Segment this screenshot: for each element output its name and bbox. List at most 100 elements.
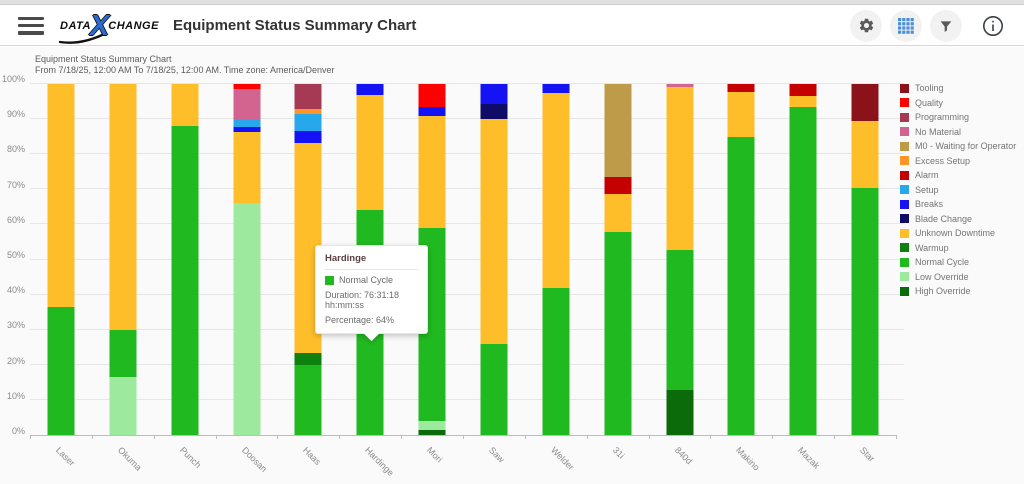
x-tick-label-okuma: Okuma (115, 445, 144, 473)
x-axis-tick (401, 435, 403, 439)
table-view-icon[interactable] (890, 9, 922, 42)
bar-segment-31i-unknown-downtime[interactable] (604, 193, 632, 233)
bar-segment-makino-alarm[interactable] (727, 84, 755, 93)
bar-segment-haas-setup[interactable] (294, 114, 322, 132)
bar-segment-doosan-quality[interactable] (233, 84, 260, 89)
bar-segment-okuma-normal-cycle[interactable] (109, 329, 137, 378)
bar-segment-makino-normal-cycle[interactable] (727, 136, 755, 435)
bar-segment-okuma-unknown-downtime[interactable] (109, 84, 137, 330)
bar-segment-welder-normal-cycle[interactable] (542, 287, 570, 435)
bar-segment-mori-high-override[interactable] (418, 430, 446, 435)
bar-segment-doosan-low-override[interactable] (233, 203, 260, 435)
legend-item-m0-waiting-for-operator[interactable]: M0 - Waiting for Operator (900, 139, 1022, 154)
legend-item-programming[interactable]: Programming (900, 110, 1022, 125)
chart-legend: Tooling Quality Programming No Material M0 -… (900, 81, 1022, 299)
legend-item-setup[interactable]: Setup (900, 183, 1022, 198)
info-icon[interactable] (980, 13, 1006, 39)
bar-segment-mori-quality[interactable] (418, 84, 446, 107)
bar-segment-saw-normal-cycle[interactable] (480, 343, 508, 435)
chart-subtitle: Equipment Status Summary Chart From 7/18… (35, 54, 335, 77)
bar-segment-840d-normal-cycle[interactable] (666, 250, 694, 391)
x-tick-label-mazak: Mazak (796, 445, 822, 471)
gridline (30, 328, 904, 330)
bar-slot-doosan (216, 84, 278, 435)
bar-segment-mori-breaks[interactable] (418, 106, 446, 116)
bar-segment-mazak-alarm[interactable] (789, 84, 817, 96)
bar-segment-doosan-unknown-downtime[interactable] (233, 131, 260, 204)
bar-punch[interactable] (171, 84, 199, 435)
bar-okuma[interactable] (109, 84, 137, 435)
bar-segment-doosan-breaks[interactable] (233, 126, 260, 132)
bar-segment-840d-unknown-downtime[interactable] (666, 86, 694, 251)
bar-doosan[interactable] (233, 84, 260, 435)
bar-segment-saw-blade-change[interactable] (480, 104, 508, 120)
gridline (30, 153, 904, 155)
bar-840d[interactable] (666, 84, 694, 435)
x-tick-label-haas: Haas (301, 445, 324, 467)
bar-star[interactable] (851, 84, 879, 435)
bar-segment-doosan-setup[interactable] (233, 119, 260, 127)
bar-segment-welder-breaks[interactable] (542, 84, 570, 93)
legend-item-normal-cycle[interactable]: Normal Cycle (900, 255, 1022, 270)
bar-segment-haas-warmup[interactable] (294, 353, 322, 365)
legend-item-alarm[interactable]: Alarm (900, 168, 1022, 183)
bar-segment-haas-excess-setup[interactable] (294, 108, 322, 115)
bar-segment-saw-breaks[interactable] (480, 84, 508, 105)
legend-item-no-material[interactable]: No Material (900, 125, 1022, 140)
bar-segment-840d-high-override[interactable] (666, 390, 694, 435)
menu-hamburger-icon[interactable] (18, 16, 44, 35)
bar-segment-okuma-low-override[interactable] (109, 377, 137, 435)
legend-item-high-override[interactable]: High Override (900, 284, 1022, 299)
gridline (30, 83, 904, 84)
bar-segment-welder-unknown-downtime[interactable] (542, 92, 570, 288)
legend-label: Blade Change (915, 213, 973, 224)
legend-item-tooling[interactable]: Tooling (900, 81, 1022, 96)
bar-segment-star-tooling[interactable] (851, 84, 879, 121)
bar-saw[interactable] (480, 84, 508, 435)
x-tick-label-star: Star (857, 445, 877, 464)
bar-segment-haas-normal-cycle[interactable] (294, 364, 322, 435)
bar-segment-mori-unknown-downtime[interactable] (418, 115, 446, 228)
bar-segment-31i-normal-cycle[interactable] (604, 232, 632, 435)
bar-segment-31i-alarm[interactable] (604, 177, 632, 194)
bar-segment-star-unknown-downtime[interactable] (851, 120, 879, 189)
legend-item-blade-change[interactable]: Blade Change (900, 212, 1022, 227)
bar-segment-star-normal-cycle[interactable] (851, 188, 879, 435)
legend-swatch-tooling (900, 83, 909, 93)
bar-segment-hardinge-breaks[interactable] (356, 84, 384, 95)
bar-31i[interactable] (604, 84, 632, 435)
bar-segment-840d-no-material[interactable] (666, 84, 694, 87)
legend-item-low-override[interactable]: Low Override (900, 270, 1022, 285)
bar-slot-840d (649, 84, 711, 435)
legend-item-breaks[interactable]: Breaks (900, 197, 1022, 212)
bar-segment-mori-low-override[interactable] (418, 420, 446, 431)
bar-segment-mazak-normal-cycle[interactable] (789, 106, 817, 435)
bar-segment-punch-normal-cycle[interactable] (171, 126, 199, 435)
bar-welder[interactable] (542, 84, 570, 435)
bar-segment-saw-unknown-downtime[interactable] (480, 119, 508, 344)
bar-slot-laser (30, 84, 92, 435)
bar-slot-welder (525, 84, 587, 435)
filter-funnel-icon[interactable] (930, 9, 962, 42)
settings-gear-icon[interactable] (850, 9, 882, 42)
bar-segment-laser-unknown-downtime[interactable] (47, 84, 75, 307)
bar-segment-laser-normal-cycle[interactable] (47, 306, 75, 435)
bar-segment-haas-programming[interactable] (294, 84, 322, 109)
legend-item-warmup[interactable]: Warmup (900, 241, 1022, 256)
bar-segment-31i-m0-waiting-for-operator[interactable] (604, 84, 632, 178)
x-axis-tick (710, 435, 712, 439)
legend-item-unknown-downtime[interactable]: Unknown Downtime (900, 226, 1022, 241)
bar-mazak[interactable] (789, 84, 817, 435)
bar-makino[interactable] (727, 84, 755, 435)
legend-item-excess-setup[interactable]: Excess Setup (900, 154, 1022, 169)
bar-laser[interactable] (47, 84, 75, 435)
bar-segment-makino-unknown-downtime[interactable] (727, 92, 755, 137)
x-tick-label-doosan: Doosan (239, 445, 269, 475)
bar-segment-punch-unknown-downtime[interactable] (171, 84, 199, 127)
bar-segment-haas-breaks[interactable] (294, 131, 322, 143)
legend-item-quality[interactable]: Quality (900, 96, 1022, 111)
x-axis-tick (834, 435, 836, 439)
bar-segment-mazak-unknown-downtime[interactable] (789, 95, 817, 107)
bar-segment-hardinge-unknown-downtime[interactable] (356, 94, 384, 211)
bar-segment-doosan-no-material[interactable] (233, 88, 260, 120)
